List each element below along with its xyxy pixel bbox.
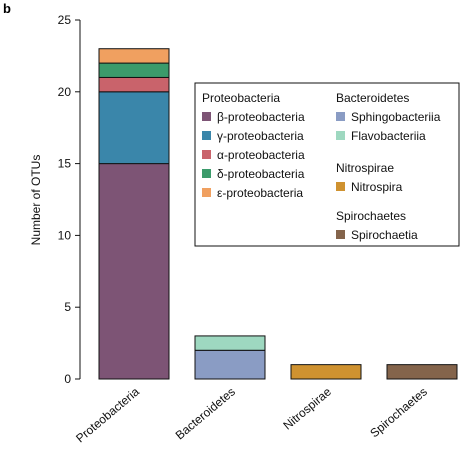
legend-item-label: ε-proteobacteria <box>217 186 303 200</box>
legend-item-label: β-proteobacteria <box>217 110 305 124</box>
bar-segment-ε-proteobacteria <box>99 49 169 63</box>
legend-swatch <box>336 182 345 191</box>
legend-swatch <box>202 188 211 197</box>
legend-item-label: Spirochaetia <box>351 228 418 242</box>
legend-group-title: Bacteroidetes <box>336 91 409 105</box>
bar-segment-δ-proteobacteria <box>99 63 169 77</box>
axes: 0 5 10 15 20 25 <box>58 13 80 386</box>
y-tick-label: 0 <box>64 372 71 386</box>
legend-swatch <box>202 169 211 178</box>
legend-swatch <box>336 112 345 121</box>
legend-swatch <box>202 150 211 159</box>
bar-segment-Flavobacteriia <box>195 336 265 350</box>
legend-item-label: α-proteobacteria <box>217 148 305 162</box>
legend-swatch <box>336 131 345 140</box>
legend-item-label: γ-proteobacteria <box>217 129 304 143</box>
y-tick-label: 25 <box>58 13 72 27</box>
y-tick-label: 10 <box>58 228 72 242</box>
legend-swatch <box>336 230 345 239</box>
legend-item-label: δ-proteobacteria <box>217 167 305 181</box>
legend-group-title: Nitrospirae <box>336 161 394 175</box>
bar-segment-Spirochaetia <box>387 365 457 379</box>
legend: Proteobacteria β-proteobacteria γ-proteoba… <box>195 83 459 246</box>
y-tick-label: 5 <box>64 300 71 314</box>
bar-segment-Sphingobacteriia <box>195 350 265 379</box>
panel-label: b <box>3 1 11 16</box>
bar-segment-β-proteobacteria <box>99 164 169 379</box>
x-tick-label: Proteobacteria <box>73 384 142 445</box>
y-tick-label: 15 <box>58 157 72 171</box>
y-tick-label: 20 <box>58 85 72 99</box>
legend-group-title: Spirochaetes <box>336 209 406 223</box>
legend-item-label: Nitrospira <box>351 180 403 194</box>
legend-swatch <box>202 131 211 140</box>
legend-item-label: Flavobacteriia <box>351 129 426 143</box>
legend-box <box>195 83 459 246</box>
y-axis-label: Number of OTUs <box>29 155 43 246</box>
bar-segment-γ-proteobacteria <box>99 92 169 164</box>
x-category-labels: Proteobacteria Bacteroidetes Nitrospirae Sp… <box>73 384 430 445</box>
x-tick-label: Nitrospirae <box>280 384 334 432</box>
legend-item-label: Sphingobacteriia <box>351 110 441 124</box>
legend-swatch <box>202 112 211 121</box>
bar-segment-Nitrospira <box>291 365 361 379</box>
bar-segment-α-proteobacteria <box>99 77 169 91</box>
x-tick-label: Bacteroidetes <box>173 385 238 443</box>
legend-group-title: Proteobacteria <box>202 91 280 105</box>
x-tick-label: Spirochaetes <box>367 385 430 441</box>
